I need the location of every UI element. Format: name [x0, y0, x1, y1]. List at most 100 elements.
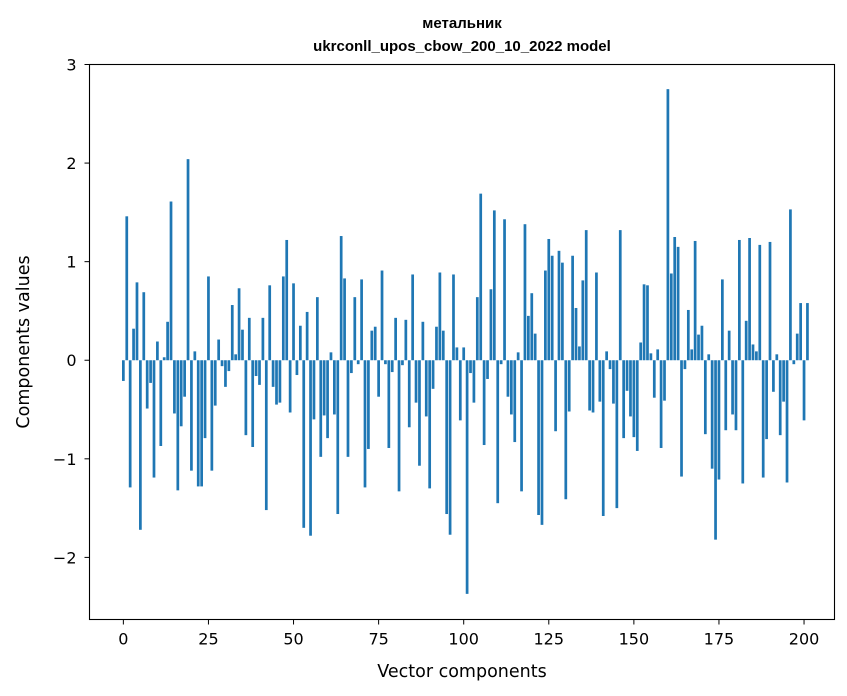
bar-57 — [315, 297, 319, 361]
bar-156 — [652, 360, 656, 398]
bar-131 — [567, 360, 571, 412]
bar-157 — [656, 349, 660, 361]
bar-72 — [367, 360, 370, 449]
bar-192 — [775, 354, 779, 361]
bar-24 — [203, 360, 207, 439]
bar-42 — [264, 360, 268, 511]
bar-111 — [499, 360, 503, 365]
bar-37 — [247, 317, 251, 361]
bar-198 — [795, 333, 799, 361]
bar-108 — [489, 289, 493, 361]
x-axis-label: Vector components — [377, 662, 546, 682]
bar-194 — [782, 360, 785, 402]
bar-65 — [343, 278, 346, 361]
bar-20 — [190, 360, 193, 471]
bar-184 — [748, 238, 751, 361]
bar-183 — [744, 320, 748, 361]
bar-114 — [509, 360, 513, 415]
bar-105 — [479, 193, 483, 361]
bar-71 — [363, 360, 367, 488]
bar-163 — [676, 246, 680, 361]
bar-4 — [135, 282, 139, 361]
bar-16 — [176, 360, 180, 491]
bar-158 — [659, 360, 663, 448]
bar-58 — [319, 360, 323, 457]
bar-25 — [207, 276, 210, 361]
bar-95 — [445, 360, 449, 515]
bar-32 — [230, 305, 234, 361]
chart-title-line-2: ukrconll_upos_cbow_200_10_2022 model — [313, 38, 611, 55]
bar-190 — [768, 241, 772, 361]
x-tick-label: 0 — [118, 630, 128, 649]
bar-155 — [649, 353, 653, 361]
bar-87 — [418, 360, 421, 466]
bar-13 — [166, 321, 169, 361]
bar-161 — [669, 273, 673, 361]
y-tick-label: −1 — [53, 450, 77, 469]
bar-109 — [492, 210, 496, 361]
bar-122 — [537, 360, 540, 516]
x-tick-label: 75 — [368, 630, 388, 649]
bar-7 — [145, 360, 149, 409]
bar-174 — [714, 360, 717, 540]
bar-191 — [772, 360, 775, 392]
bar-170 — [700, 325, 704, 361]
bar-5 — [139, 360, 142, 530]
bar-181 — [738, 239, 741, 361]
bar-46 — [278, 360, 282, 403]
bar-28 — [217, 339, 221, 361]
bar-172 — [707, 354, 711, 361]
bar-97 — [452, 274, 455, 361]
bar-1 — [125, 216, 129, 361]
bar-148 — [625, 360, 629, 391]
bar-139 — [595, 272, 598, 361]
bar-169 — [697, 334, 700, 361]
bar-10 — [156, 341, 159, 361]
bar-69 — [356, 360, 360, 365]
bar-76 — [380, 270, 384, 361]
bar-70 — [360, 279, 363, 361]
bar-118 — [523, 224, 527, 361]
bar-177 — [724, 360, 728, 431]
bar-162 — [673, 237, 677, 361]
plot-frame — [88, 63, 836, 621]
bar-115 — [513, 360, 517, 443]
bar-59 — [322, 360, 326, 416]
bar-154 — [646, 285, 649, 361]
bar-100 — [462, 347, 466, 361]
bar-41 — [261, 317, 265, 361]
bar-149 — [629, 360, 632, 417]
bar-135 — [581, 280, 585, 361]
bar-8 — [149, 360, 152, 383]
bar-44 — [271, 360, 275, 387]
bar-126 — [550, 255, 554, 361]
bar-83 — [404, 319, 408, 361]
y-axis-ticks: −2 −1 0 1 2 3 — [53, 56, 90, 567]
bar-92 — [435, 326, 438, 361]
bar-50 — [292, 283, 295, 361]
bar-185 — [751, 344, 755, 361]
bar-54 — [305, 311, 309, 361]
bar-187 — [758, 244, 762, 361]
bar-55 — [309, 360, 312, 536]
bar-165 — [683, 360, 687, 370]
bar-173 — [710, 360, 714, 469]
y-tick-label: −2 — [53, 548, 77, 567]
bar-125 — [547, 238, 551, 361]
bar-171 — [703, 360, 707, 435]
bar-82 — [401, 360, 404, 366]
bar-67 — [350, 360, 353, 374]
bar-188 — [761, 360, 765, 478]
bar-68 — [353, 297, 357, 361]
y-tick-label: 1 — [66, 253, 76, 272]
bar-141 — [601, 360, 605, 516]
bar-136 — [584, 230, 588, 361]
bar-196 — [789, 209, 792, 361]
bar-167 — [690, 349, 694, 361]
bar-193 — [778, 360, 782, 436]
x-tick-label: 50 — [283, 630, 303, 649]
bar-43 — [268, 285, 272, 361]
bar-123 — [540, 360, 544, 525]
bar-94 — [441, 330, 445, 361]
bar-195 — [785, 360, 789, 483]
